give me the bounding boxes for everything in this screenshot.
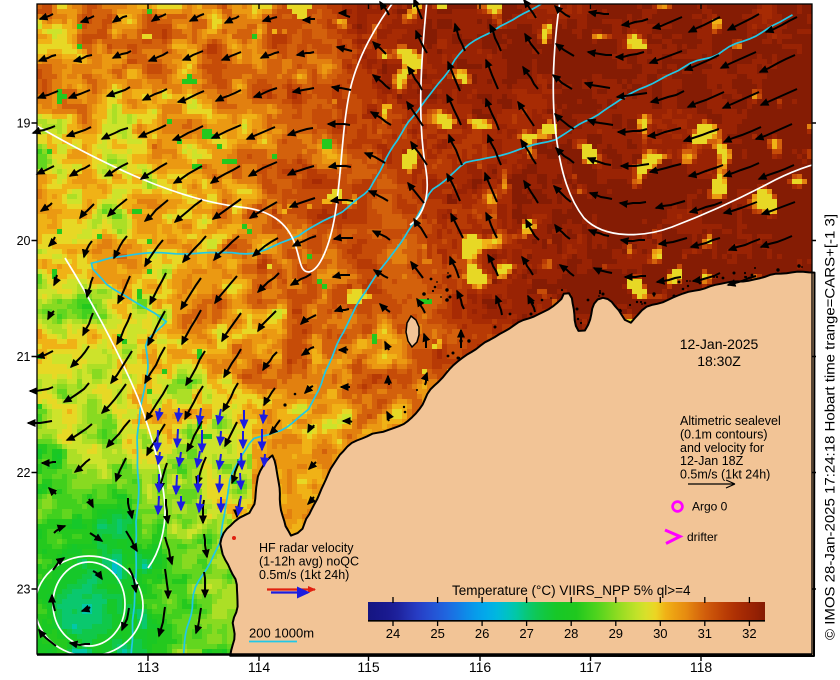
svg-text:and velocity for: and velocity for — [680, 441, 764, 455]
svg-text:Temperature (°C) VIIRS_NPP 5%: Temperature (°C) VIIRS_NPP 5% ql>=4 — [452, 583, 691, 598]
svg-text:19: 19 — [17, 117, 31, 131]
svg-text:114: 114 — [248, 659, 271, 675]
svg-text:22: 22 — [17, 466, 31, 480]
svg-text:23: 23 — [17, 583, 31, 597]
svg-text:32: 32 — [742, 626, 756, 641]
svg-text:118: 118 — [690, 659, 713, 675]
svg-text:HF radar velocity: HF radar velocity — [259, 541, 354, 555]
svg-text:27: 27 — [519, 626, 533, 641]
svg-text:0.5m/s (1kt 24h): 0.5m/s (1kt 24h) — [680, 468, 770, 482]
svg-text:Altimetric sealevel: Altimetric sealevel — [680, 414, 781, 428]
svg-text:29: 29 — [609, 626, 623, 641]
svg-text:Argo 0: Argo 0 — [692, 500, 728, 514]
svg-text:21: 21 — [17, 350, 31, 364]
svg-text:drifter: drifter — [687, 530, 718, 544]
svg-text:(1-12h avg) noQC: (1-12h avg) noQC — [259, 554, 359, 568]
svg-text:0.5m/s (1kt 24h): 0.5m/s (1kt 24h) — [259, 568, 349, 582]
svg-text:28: 28 — [564, 626, 578, 641]
svg-text:(0.1m contours): (0.1m contours) — [680, 427, 768, 441]
svg-text:© IMOS 28-Jan-2025 17:24:18 Ho: © IMOS 28-Jan-2025 17:24:18 Hobart time … — [822, 214, 838, 640]
svg-text:117: 117 — [579, 659, 602, 675]
svg-text:26: 26 — [475, 626, 489, 641]
svg-text:31: 31 — [698, 626, 712, 641]
svg-text:20: 20 — [17, 234, 31, 248]
svg-text:113: 113 — [137, 659, 160, 675]
svg-text:25: 25 — [430, 626, 444, 641]
svg-text:30: 30 — [653, 626, 667, 641]
svg-text:18:30Z: 18:30Z — [697, 353, 741, 369]
svg-text:12-Jan-2025: 12-Jan-2025 — [680, 336, 759, 352]
svg-text:12-Jan 18Z: 12-Jan 18Z — [680, 454, 744, 468]
svg-text:116: 116 — [469, 659, 492, 675]
svg-text:115: 115 — [357, 659, 380, 675]
svg-text:200 1000m: 200 1000m — [249, 626, 314, 641]
svg-text:24: 24 — [386, 626, 400, 641]
